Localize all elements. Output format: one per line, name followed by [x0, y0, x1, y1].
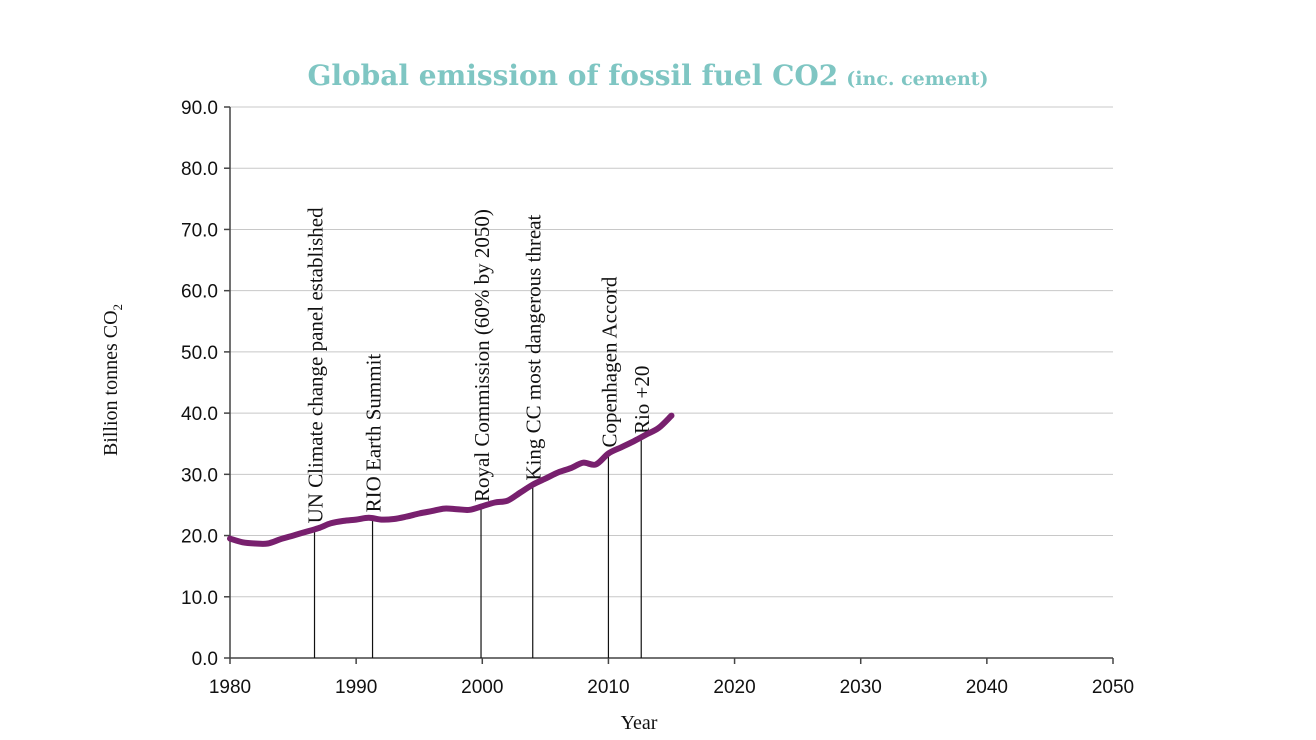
axes: [224, 106, 1114, 664]
chart-subtitle: (inc. cement): [846, 68, 988, 90]
x-tick-label-5: 2030: [840, 677, 882, 698]
series-layer: [227, 412, 675, 547]
y-axis-title-main: Billion tonnes CO: [100, 310, 122, 456]
x-tick-label-1: 1990: [335, 677, 377, 698]
x-tick-label-0: 1980: [209, 677, 251, 698]
event-label-3: King CC most dangerous threat: [522, 214, 546, 480]
y-axis-title-subscript: 2: [110, 304, 125, 311]
y-tick-label-5: 50.0: [181, 343, 218, 364]
chart-title-main: Global emission of fossil fuel CO2: [307, 59, 838, 92]
event-label-1: RIO Earth Summit: [362, 354, 386, 513]
y-tick-label-7: 70.0: [181, 220, 218, 241]
series-line-0: [227, 412, 675, 547]
x-tick-label-6: 2040: [966, 677, 1008, 698]
y-tick-label-3: 30.0: [181, 465, 218, 486]
y-tick-label-6: 60.0: [181, 282, 218, 303]
event-label-4: Copenhagen Accord: [597, 276, 621, 447]
x-tick-label-3: 2010: [587, 677, 629, 698]
x-tick-label-7: 2050: [1092, 677, 1134, 698]
event-label-5: Rio +20: [630, 366, 654, 434]
gridlines: [230, 106, 1113, 598]
x-tick-label-2: 2000: [461, 677, 503, 698]
event-label-0: UN Climate change panel established: [304, 207, 328, 524]
event-annotations: UN Climate change panel established RIO E…: [304, 207, 654, 658]
chart-title: Global emission of fossil fuel CO2 (inc. …: [307, 59, 988, 92]
x-axis-title: Year: [621, 712, 658, 734]
tick-labels: 0.0 10.0 20.0 30.0 40.0 50.0 60.0 70.0 80.0 90.0 1…: [181, 98, 1134, 698]
x-tick-label-4: 2020: [713, 677, 755, 698]
event-label-2: Royal Commission (60% by 2050): [470, 209, 494, 502]
y-tick-label-4: 40.0: [181, 404, 218, 425]
y-tick-label-1: 10.0: [181, 588, 218, 609]
y-tick-label-8: 80.0: [181, 159, 218, 180]
y-tick-label-0: 0.0: [192, 649, 218, 670]
y-tick-label-2: 20.0: [181, 527, 218, 548]
y-tick-label-9: 90.0: [181, 98, 218, 119]
y-axis-title: Billion tonnes CO2: [100, 304, 125, 456]
